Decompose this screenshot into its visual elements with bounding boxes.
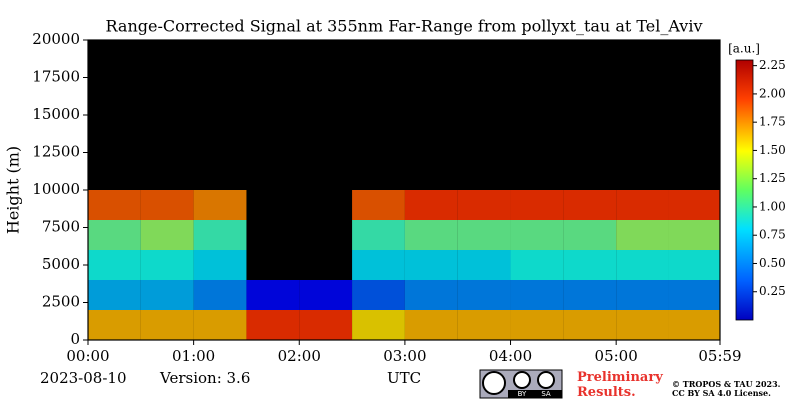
heatmap-cell: [352, 310, 405, 340]
copyright: CC BY SA 4.0 License.: [672, 388, 771, 398]
heatmap-cell: [352, 220, 405, 250]
heatmap-cell: [140, 310, 194, 340]
x-axis-label: UTC: [387, 369, 421, 387]
y-tick-label: 10000: [32, 180, 80, 198]
heatmap-cell: [457, 310, 511, 340]
badge-text: BY: [518, 390, 527, 398]
heatmap-cell: [563, 250, 617, 280]
colorbar-tick-label: 0.75: [759, 228, 786, 242]
heatmap-cell: [352, 190, 405, 220]
heatmap-cell: [668, 190, 720, 220]
heatmap-cell: [404, 250, 458, 280]
x-tick-label: 05:59: [698, 347, 741, 365]
colorbar-tick-label: 1.75: [759, 115, 786, 129]
colorbar-tick-label: 0.50: [759, 256, 786, 270]
heatmap-cell: [404, 280, 458, 310]
heatmap-cell: [404, 220, 458, 250]
badge-icon: [482, 371, 506, 395]
heatmap-cell: [299, 310, 353, 340]
y-tick-label: 20000: [32, 30, 80, 48]
x-tick-label: 02:00: [278, 347, 321, 365]
colorbar-tick-label: 1.25: [759, 171, 786, 185]
heatmap-cell: [88, 220, 141, 250]
heatmap-cell: [140, 190, 194, 220]
heatmap-cell: [193, 280, 247, 310]
heatmap-cell: [88, 190, 141, 220]
x-tick-label: 04:00: [489, 347, 532, 365]
heatmap-cell: [563, 190, 617, 220]
heatmap-cell: [510, 220, 564, 250]
heatmap-cell: [299, 280, 353, 310]
y-tick-label: 7500: [42, 218, 80, 236]
date: 2023-08-10: [40, 369, 126, 387]
heatmap-cell: [668, 310, 720, 340]
version: Version: 3.6: [159, 369, 250, 387]
heatmap-cell: [563, 280, 617, 310]
colorbar-tick-label: 0.25: [759, 284, 786, 298]
colorbar: [735, 59, 754, 321]
heatmap-cell: [563, 220, 617, 250]
y-tick-label: 5000: [42, 255, 80, 273]
heatmap-cell: [616, 220, 669, 250]
badge-icon: [537, 371, 555, 389]
heatmap-cell: [510, 310, 564, 340]
y-axis-label: Height (m): [4, 146, 23, 234]
chart-title: Range-Corrected Signal at 355nm Far-Rang…: [106, 17, 703, 36]
heatmap-cell: [510, 280, 564, 310]
heatmap-cell: [88, 280, 141, 310]
badge-icon: [513, 371, 531, 389]
heatmap-cell: [193, 190, 247, 220]
heatmap-cell: [616, 280, 669, 310]
heatmap-cell: [246, 280, 300, 310]
badge-strip: [508, 390, 562, 398]
heatmap-cell: [457, 220, 511, 250]
heatmap-cell: [457, 280, 511, 310]
y-tick-label: 2500: [42, 293, 80, 311]
heatmap-cell: [668, 250, 720, 280]
heatmap-cell: [668, 220, 720, 250]
heatmap-cell: [457, 250, 511, 280]
heatmap-cell: [352, 280, 405, 310]
heatmap-cell: [88, 310, 141, 340]
heatmap-cell: [616, 310, 669, 340]
x-tick-label: 05:00: [595, 347, 638, 365]
x-tick-label: 01:00: [172, 347, 215, 365]
heatmap-cell: [563, 310, 617, 340]
colorbar-tick-label: 2.25: [759, 58, 786, 72]
heatmap-cell: [510, 250, 564, 280]
heatmap-cell: [457, 190, 511, 220]
heatmap-cell: [404, 310, 458, 340]
license-badge: BY SA: [479, 369, 563, 399]
colorbar-tick-label: 1.00: [759, 199, 786, 213]
heatmap-cell: [140, 250, 194, 280]
heatmap-cell: [140, 280, 194, 310]
colorbar-tick-label: 1.50: [759, 143, 786, 157]
heatmap-cell: [193, 250, 247, 280]
y-tick-label: 17500: [32, 68, 80, 86]
y-tick-label: 15000: [32, 105, 80, 123]
badge-text: SA: [541, 390, 551, 398]
x-tick-label: 00:00: [66, 347, 109, 365]
copyright: © TROPOS & TAU 2023.: [672, 379, 781, 389]
heatmap-cell: [246, 310, 300, 340]
colorbar-label: [a.u.]: [728, 42, 760, 56]
heatmap-cell: [88, 250, 141, 280]
y-tick-label: 0: [70, 330, 80, 348]
heatmap-cell: [140, 220, 194, 250]
heatmap-cell: [510, 190, 564, 220]
heatmap-cell: [668, 280, 720, 310]
heatmap-cell: [616, 250, 669, 280]
heatmap-cell: [616, 190, 669, 220]
notice: Preliminary Results.: [577, 370, 663, 400]
heatmap-cell: [352, 250, 405, 280]
colorbar-tick-label: 2.00: [759, 86, 786, 100]
heatmap-cell: [404, 190, 458, 220]
y-tick-label: 12500: [32, 143, 80, 161]
heatmap-cell: [193, 310, 247, 340]
heatmap-cell: [193, 220, 247, 250]
x-tick-label: 03:00: [383, 347, 426, 365]
